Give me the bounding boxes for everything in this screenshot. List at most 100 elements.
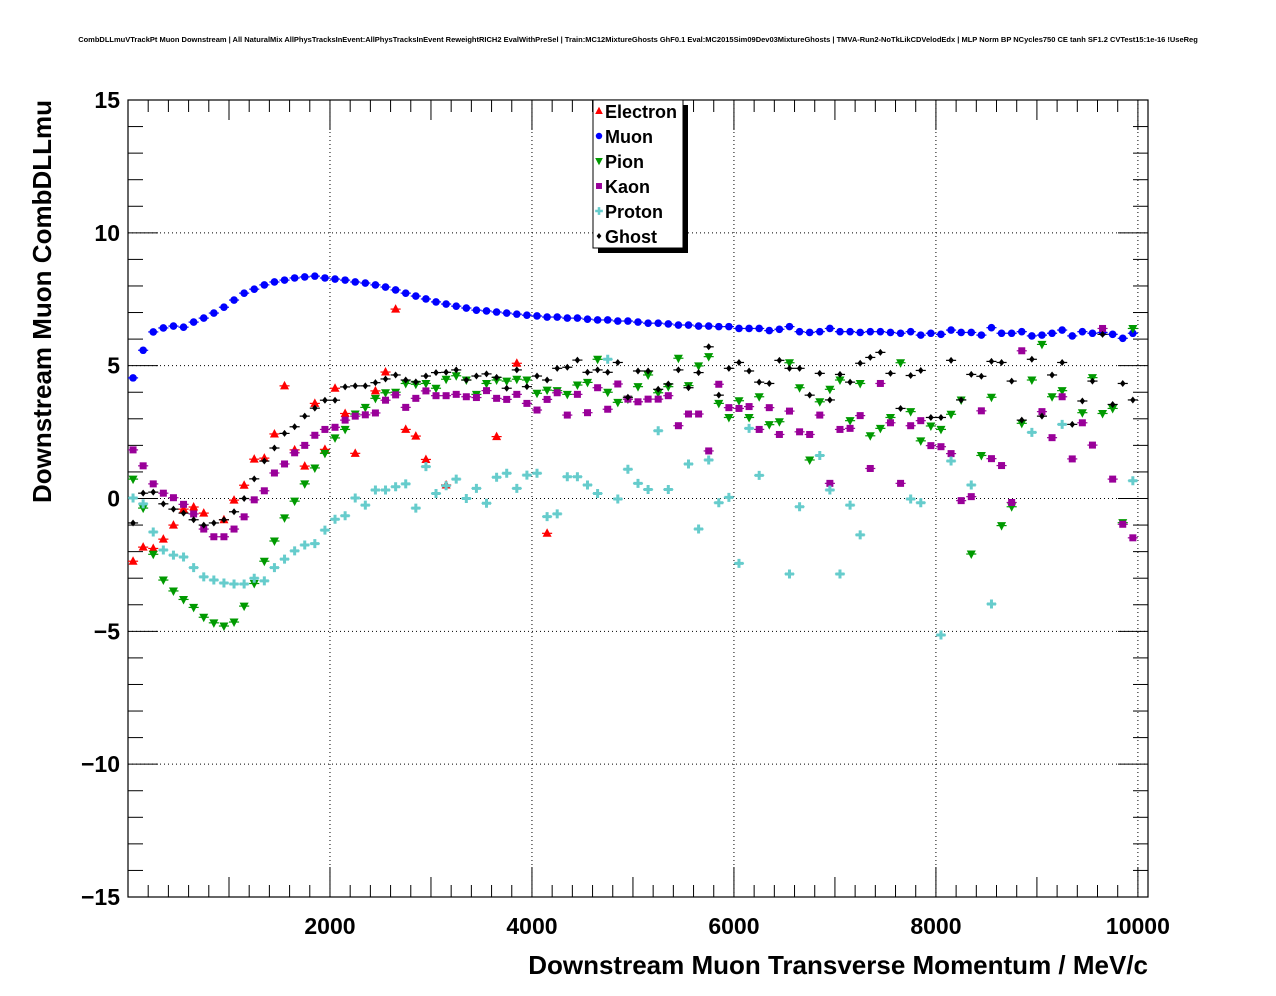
data-point: [159, 489, 167, 497]
data-point: [179, 504, 189, 513]
data-point: [452, 302, 461, 310]
data-point: [885, 413, 895, 423]
data-point: [735, 324, 743, 333]
data-point: [754, 393, 764, 402]
data-point: [240, 289, 248, 297]
data-point: [483, 387, 491, 395]
data-point: [1018, 416, 1025, 424]
data-point: [250, 496, 258, 504]
data-point: [665, 380, 672, 388]
data-point: [451, 474, 461, 484]
data-point: [1099, 330, 1106, 338]
data-point: [674, 422, 682, 430]
data-point: [350, 448, 360, 457]
data-point: [533, 406, 541, 414]
data-point: [483, 370, 490, 378]
data-point: [745, 324, 753, 333]
data-point: [856, 412, 864, 420]
data-point: [140, 489, 146, 497]
data-point: [928, 413, 934, 421]
data-point: [815, 398, 825, 407]
x-tick-label: 4000: [506, 913, 557, 939]
data-point: [320, 449, 330, 459]
data-point: [1047, 393, 1057, 402]
data-point: [169, 494, 177, 502]
data-point: [946, 456, 956, 466]
data-point: [471, 483, 481, 493]
data-point: [835, 376, 845, 386]
data-point: [211, 519, 217, 527]
data-point: [855, 530, 865, 540]
data-point: [492, 431, 502, 441]
data-point: [241, 495, 247, 502]
data-point: [180, 509, 187, 517]
data-point: [362, 382, 369, 390]
data-point: [138, 504, 148, 514]
data-point: [907, 422, 915, 430]
data-point: [129, 446, 137, 454]
data-point: [816, 411, 824, 419]
data-point: [704, 322, 713, 330]
data-point: [653, 389, 663, 398]
data-point: [411, 431, 421, 440]
data-point: [290, 546, 300, 556]
data-point: [635, 367, 641, 375]
data-point: [534, 372, 540, 380]
data-point: [1078, 327, 1087, 336]
data-point: [270, 469, 278, 477]
data-point: [966, 480, 976, 490]
data-point: [300, 540, 310, 550]
data-point: [280, 276, 289, 284]
data-point: [736, 358, 742, 366]
data-point: [724, 492, 734, 502]
data-point: [543, 395, 551, 403]
y-tick-labels: −15 −10 −5 0 5 10 15: [81, 87, 120, 910]
data-point: [917, 417, 925, 425]
data-point: [866, 327, 875, 336]
data-point: [401, 379, 411, 389]
data-point: [746, 367, 752, 375]
data-point: [714, 322, 723, 331]
data-point: [190, 516, 197, 524]
data-point: [310, 539, 320, 549]
data-point: [734, 558, 744, 568]
data-point: [209, 619, 219, 628]
data-point: [422, 295, 430, 303]
data-point: [221, 516, 227, 524]
data-point: [219, 578, 229, 588]
data-point: [1048, 329, 1056, 338]
data-point: [948, 356, 954, 364]
series-electron: [128, 304, 553, 565]
data-point: [825, 385, 835, 395]
data-point: [927, 442, 935, 450]
data-point: [644, 395, 652, 403]
data-point: [643, 371, 653, 380]
data-point: [402, 376, 409, 384]
data-point: [947, 450, 955, 458]
data-point: [310, 398, 320, 407]
y-tick-label: −10: [81, 751, 120, 777]
data-point: [603, 388, 613, 398]
data-point: [826, 324, 834, 333]
y-tick-label: 15: [94, 87, 120, 113]
data-point: [209, 575, 219, 585]
data-point: [655, 385, 661, 393]
data-point: [846, 327, 854, 336]
data-point: [705, 343, 712, 351]
data-point: [836, 425, 844, 433]
data-point: [855, 379, 865, 389]
data-point: [806, 430, 814, 438]
data-point: [784, 359, 794, 368]
data-point: [381, 283, 390, 291]
data-point: [300, 480, 310, 489]
data-point: [866, 464, 874, 472]
data-point: [1038, 331, 1046, 339]
data-point: [634, 398, 642, 406]
data-point: [775, 325, 784, 334]
data-point: [413, 378, 419, 386]
data-point: [482, 498, 492, 508]
x-tick-label: 2000: [304, 913, 355, 939]
data-point: [1017, 419, 1027, 429]
data-point: [542, 512, 552, 522]
data-point: [1057, 387, 1067, 396]
